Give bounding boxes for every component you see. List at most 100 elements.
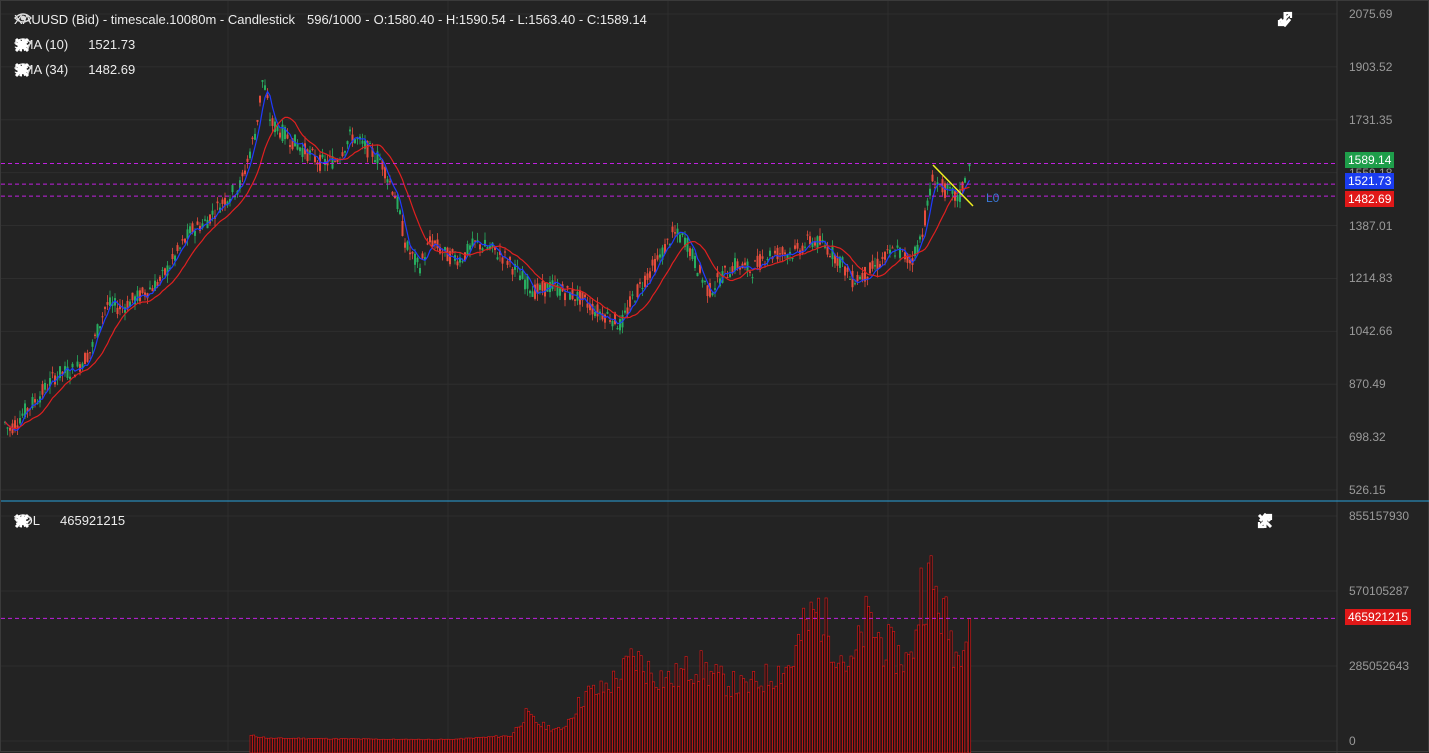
candle-body	[31, 397, 34, 408]
candle-body	[644, 275, 646, 287]
candle-body	[584, 294, 586, 298]
volume-bar	[662, 686, 666, 753]
candle-body	[894, 255, 896, 257]
candle-body	[54, 375, 56, 385]
expand-icon[interactable]	[1257, 513, 1295, 530]
volume-bar	[264, 737, 268, 753]
candle-body	[679, 234, 681, 243]
candle-body	[519, 275, 521, 281]
candle-body	[376, 151, 379, 164]
candle-body	[654, 259, 656, 273]
volume-bar	[404, 738, 408, 753]
candle-body	[19, 418, 21, 424]
volume-bar	[364, 738, 368, 753]
candle-body	[159, 276, 161, 281]
volume-bar	[777, 665, 781, 753]
candle-body	[144, 292, 146, 297]
volume-bar	[327, 738, 331, 753]
volume-bar	[297, 737, 301, 753]
chart-title-legend: XAUUSD (Bid) - timescale.10080m - Candle…	[14, 12, 647, 27]
candle-body	[226, 201, 229, 206]
candle-body	[309, 150, 311, 155]
candle-body	[434, 240, 436, 244]
volume-bar	[829, 661, 833, 753]
volume-bar	[622, 658, 626, 753]
candle-body	[154, 280, 156, 291]
candle-body	[469, 245, 471, 250]
candle-body	[76, 361, 79, 367]
volume-bar	[879, 637, 883, 753]
volume-bar	[842, 661, 846, 753]
candle-body	[559, 288, 561, 296]
volume-bar	[377, 739, 381, 753]
candle-body	[254, 133, 256, 140]
volume-bar	[374, 738, 378, 753]
candle-body	[931, 174, 934, 182]
volume-bar	[587, 685, 591, 753]
candle-body	[359, 136, 361, 140]
candle-body	[686, 238, 689, 252]
close-icon[interactable]	[1257, 513, 1316, 530]
trendline-label[interactable]: L0	[986, 191, 1000, 205]
volume-bar	[394, 739, 398, 753]
volume-bar	[437, 739, 441, 753]
volume-bar	[659, 670, 663, 753]
candle-body	[609, 320, 611, 322]
volume-bar	[852, 657, 856, 753]
volume-bar	[504, 735, 508, 753]
volume-bar	[669, 682, 673, 753]
volume-bar	[644, 682, 648, 753]
candle-body	[866, 276, 869, 280]
candle-body	[719, 278, 721, 287]
volume-bar	[719, 665, 723, 753]
candle-body	[51, 372, 54, 374]
volume-bar	[314, 738, 318, 753]
candle-body	[114, 298, 116, 306]
volume-bar	[799, 640, 803, 753]
candle-body	[189, 226, 191, 234]
volume-bar	[649, 672, 653, 753]
volume-bar	[564, 725, 568, 753]
volume-bar	[897, 645, 901, 753]
price-axis-label: 1903.52	[1349, 59, 1393, 74]
volume-bar	[322, 738, 326, 753]
candle-body	[281, 124, 284, 142]
volume-bar	[704, 662, 708, 753]
volume-bar	[902, 671, 906, 753]
candle-body	[151, 288, 154, 292]
candle-body	[794, 245, 796, 249]
candle-body	[204, 219, 206, 221]
volume-bar	[302, 737, 306, 753]
candle-body	[876, 258, 879, 271]
volume-bar	[274, 737, 278, 753]
arrow-down-icon[interactable]	[1278, 11, 1315, 28]
candle-body	[909, 259, 911, 264]
candle-body	[294, 134, 296, 147]
volume-bar	[434, 739, 438, 753]
volume-bar	[544, 729, 548, 753]
candle-body	[814, 241, 816, 246]
candle-body	[139, 290, 141, 302]
candle-body	[466, 243, 469, 256]
candle-body	[276, 126, 279, 132]
volume-bar	[307, 738, 311, 753]
candle-body	[271, 118, 274, 126]
candle-body	[599, 311, 601, 314]
candle-body	[91, 341, 94, 347]
volume-axis-label: 285052643	[1349, 659, 1410, 673]
volume-bar	[422, 739, 426, 753]
candle-body	[104, 307, 106, 309]
candle-body	[934, 187, 936, 189]
volume-bar	[497, 737, 501, 753]
candle-body	[871, 260, 874, 269]
volume-bar	[849, 655, 853, 753]
candle-body	[461, 261, 464, 263]
volume-bar	[814, 612, 818, 753]
volume-bar	[319, 737, 323, 753]
candle-body	[921, 234, 924, 237]
volume-bar	[634, 670, 638, 753]
volume-bar	[617, 686, 621, 753]
candle-body	[404, 242, 406, 248]
